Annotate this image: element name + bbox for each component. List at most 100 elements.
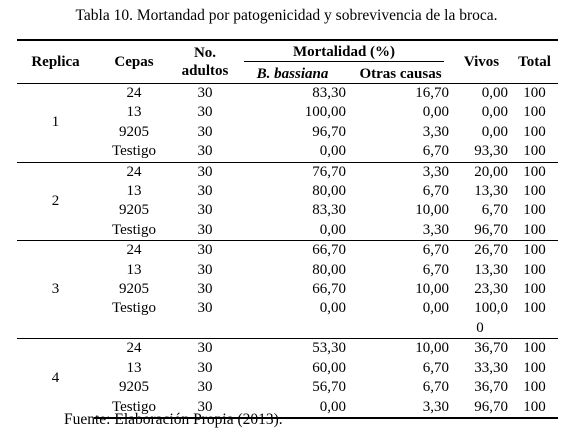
otras-causas-cell: 6,70 bbox=[422, 143, 449, 160]
total-cell: 100 bbox=[523, 104, 546, 121]
header-b-bassiana: B. bassiana bbox=[236, 64, 349, 84]
header-total: Total bbox=[511, 39, 558, 84]
vivos-cell: 36,70 bbox=[474, 379, 508, 396]
vivos-cell: 23,30 bbox=[474, 281, 508, 298]
table-row: 2 24 30 76,70 3,30 20,00 100 bbox=[17, 161, 558, 241]
header-cepas: Cepas bbox=[94, 39, 174, 84]
header-no-adultos: No. adultos bbox=[174, 39, 236, 84]
otras-causas-cell: 10,00 bbox=[415, 202, 449, 219]
mortality-table: Replica Cepas No. adultos Mortalidad (%)… bbox=[17, 39, 558, 419]
otras-causas-cell: 3,30 bbox=[349, 161, 452, 183]
replica-cell: 3 bbox=[17, 240, 94, 339]
vivos-value-wrap: 0 bbox=[476, 319, 484, 336]
cepa-cell: 24 bbox=[94, 338, 174, 359]
adultos-cell: 30 bbox=[197, 202, 213, 219]
vivos-cell: 93,30 bbox=[474, 143, 508, 160]
b-bassiana-cell: 100,00 bbox=[304, 104, 346, 121]
vivos-cell: 100,0 0 bbox=[452, 299, 511, 338]
total-cell: 100 bbox=[511, 161, 558, 183]
cepa-cell: 24 bbox=[94, 240, 174, 261]
cepa-cell: 9205 bbox=[119, 123, 149, 140]
total-cell: 100 bbox=[523, 143, 546, 160]
table-row: Testigo 30 0,00 0,00 100,0 0 100 bbox=[17, 299, 558, 338]
total-cell: 100 bbox=[511, 397, 558, 419]
b-bassiana-cell: 0,00 bbox=[319, 221, 346, 238]
header-otras-causas: Otras causas bbox=[349, 64, 452, 84]
adultos-cell: 30 bbox=[197, 85, 213, 101]
replica-cell: 2 bbox=[17, 161, 94, 241]
cepa-cell: Testigo bbox=[112, 143, 156, 160]
table-row: Testigo 30 0,00 3,30 96,70 100 bbox=[17, 397, 558, 419]
table-row: 1 24 30 83,30 16,70 0,00 100 bbox=[17, 84, 558, 130]
vivos-cell: 6,70 bbox=[481, 202, 508, 219]
adultos-cell: 30 bbox=[197, 379, 213, 396]
total-cell: 100 bbox=[523, 379, 546, 396]
cepa-cell: 24 bbox=[94, 161, 174, 183]
table-row: 4 24 30 53,30 10,00 36,70 100 bbox=[17, 338, 558, 418]
total-cell: 100 bbox=[523, 300, 546, 317]
total-cell: 100 bbox=[523, 183, 546, 200]
otras-causas-cell: 3,30 bbox=[349, 397, 452, 419]
vivos-cell: 33,30 bbox=[474, 359, 508, 376]
header-replica: Replica bbox=[17, 39, 94, 84]
vivos-cell: 0,00 bbox=[481, 85, 508, 101]
table-row: 9205 30 56,70 6,70 36,70 100 bbox=[17, 378, 558, 397]
b-bassiana-cell: 66,70 bbox=[312, 281, 346, 298]
b-bassiana-cell: 0,00 bbox=[319, 143, 346, 160]
adultos-cell: 30 bbox=[197, 143, 213, 160]
table-footer: Fuente: Elaboración Propia (2013). bbox=[64, 411, 283, 428]
b-bassiana-cell: 53,30 bbox=[236, 338, 349, 359]
cepa-cell: Testigo bbox=[94, 397, 174, 419]
table-row: 13 30 60,00 6,70 33,30 100 bbox=[17, 359, 558, 378]
table-row: 9205 30 83,30 10,00 6,70 100 bbox=[17, 201, 558, 220]
cepa-cell: 13 bbox=[126, 261, 142, 278]
header-mortalidad: Mortalidad (%) bbox=[236, 39, 452, 64]
vivos-cell: 0,00 bbox=[481, 104, 508, 121]
total-cell: 100 bbox=[523, 261, 546, 278]
cepa-cell: 13 bbox=[126, 183, 142, 200]
b-bassiana-cell: 96,70 bbox=[312, 123, 346, 140]
otras-causas-cell: 6,70 bbox=[422, 261, 449, 278]
header-no-adultos-line1: No. bbox=[193, 45, 217, 61]
vivos-cell: 20,00 bbox=[452, 161, 511, 183]
adultos-cell: 30 bbox=[174, 161, 236, 183]
total-cell: 100 bbox=[523, 123, 546, 140]
cepa-cell: 24 bbox=[126, 85, 142, 101]
vivos-value: 100,0 bbox=[474, 300, 508, 317]
cepa-cell: 9205 bbox=[119, 202, 149, 219]
total-cell: 100 bbox=[511, 338, 558, 359]
header-vivos: Vivos bbox=[452, 39, 511, 84]
otras-causas-cell: 10,00 bbox=[415, 281, 449, 298]
b-bassiana-cell: 83,30 bbox=[312, 202, 346, 219]
replica-cell: 4 bbox=[17, 338, 94, 418]
b-bassiana-cell: 80,00 bbox=[312, 261, 346, 278]
table-row: 13 30 80,00 6,70 13,30 100 bbox=[17, 261, 558, 280]
total-cell: 100 bbox=[523, 221, 546, 238]
table-caption: Tabla 10. Mortandad por patogenicidad y … bbox=[75, 7, 498, 24]
adultos-cell: 30 bbox=[197, 300, 213, 317]
otras-causas-cell: 6,70 bbox=[422, 183, 449, 200]
adultos-cell: 30 bbox=[174, 240, 236, 261]
table-row: 9205 30 96,70 3,30 0,00 100 bbox=[17, 123, 558, 142]
adultos-cell: 30 bbox=[174, 397, 236, 419]
table-body: 1 24 30 83,30 16,70 0,00 100 13 30 100,00 0,00 0,00… bbox=[17, 84, 558, 419]
otras-causas-cell: 6,70 bbox=[422, 359, 449, 376]
vivos-cell: 96,70 bbox=[474, 221, 508, 238]
vivos-cell: 96,70 bbox=[452, 397, 511, 419]
otras-causas-cell: 0,00 bbox=[422, 300, 449, 317]
adultos-cell: 30 bbox=[197, 123, 213, 140]
cepa-cell: 13 bbox=[126, 359, 142, 376]
adultos-cell: 30 bbox=[197, 183, 213, 200]
total-cell: 100 bbox=[523, 85, 546, 101]
cepa-cell: Testigo bbox=[112, 221, 156, 238]
adultos-cell: 30 bbox=[197, 359, 213, 376]
table-row: 13 30 100,00 0,00 0,00 100 bbox=[17, 103, 558, 122]
cepa-cell: 13 bbox=[126, 104, 142, 121]
table-row: 3 24 30 66,70 6,70 26,70 100 bbox=[17, 240, 558, 339]
b-bassiana-cell: 56,70 bbox=[312, 379, 346, 396]
b-bassiana-cell: 0,00 bbox=[236, 397, 349, 419]
adultos-cell: 30 bbox=[197, 261, 213, 278]
otras-causas-cell: 6,70 bbox=[422, 379, 449, 396]
otras-causas-cell: 16,70 bbox=[415, 85, 449, 101]
otras-causas-cell: 3,30 bbox=[422, 221, 449, 238]
